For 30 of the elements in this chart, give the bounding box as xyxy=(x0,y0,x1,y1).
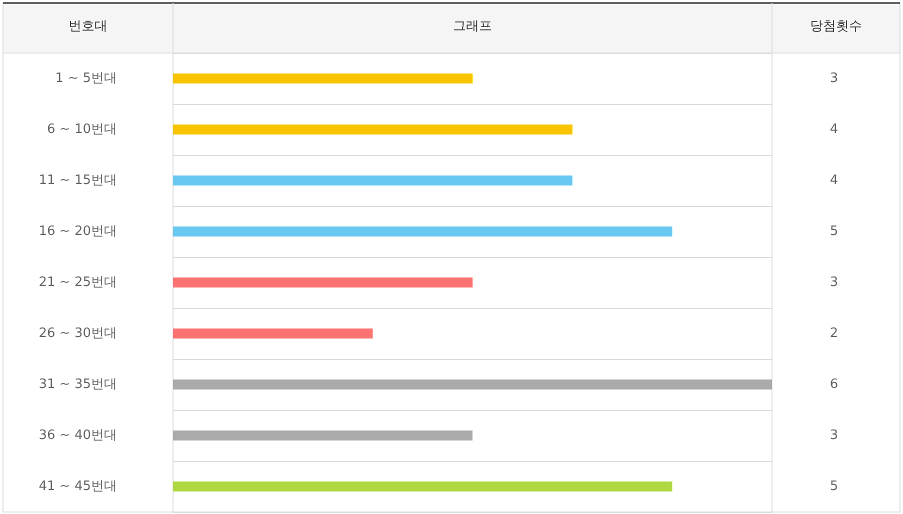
bar xyxy=(173,482,672,492)
bar xyxy=(173,278,472,288)
data-label: 4 xyxy=(830,173,838,188)
bar xyxy=(173,430,472,440)
data-label: 3 xyxy=(830,275,838,290)
data-label: 3 xyxy=(830,71,838,86)
bar xyxy=(173,328,373,338)
data-label: 2 xyxy=(830,326,838,341)
y-tick-label: 11 ~ 15번대 xyxy=(38,173,117,188)
bar xyxy=(173,226,672,236)
y2-axis-title: 당첨횟수 xyxy=(810,19,862,34)
data-label: 5 xyxy=(830,479,838,494)
y-tick-label: 26 ~ 30번대 xyxy=(38,326,117,341)
y-tick-label: 21 ~ 25번대 xyxy=(38,275,117,290)
y-tick-label: 41 ~ 45번대 xyxy=(38,479,117,494)
data-label: 3 xyxy=(830,428,838,443)
y-tick-label: 16 ~ 20번대 xyxy=(38,224,117,239)
data-label: 4 xyxy=(830,122,838,137)
y-tick-label: 36 ~ 40번대 xyxy=(38,428,117,443)
y-tick-label: 1 ~ 5번대 xyxy=(55,71,117,86)
data-label: 5 xyxy=(830,224,838,239)
bar xyxy=(173,124,572,134)
x-axis-title: 그래프 xyxy=(453,19,492,34)
bar xyxy=(173,74,472,84)
y-axis-title: 번호대 xyxy=(68,19,108,34)
y-tick-label: 6 ~ 10번대 xyxy=(47,122,117,137)
bar xyxy=(173,380,772,390)
y-tick-label: 31 ~ 35번대 xyxy=(38,377,117,392)
bar xyxy=(173,176,572,186)
data-label: 6 xyxy=(830,377,838,392)
